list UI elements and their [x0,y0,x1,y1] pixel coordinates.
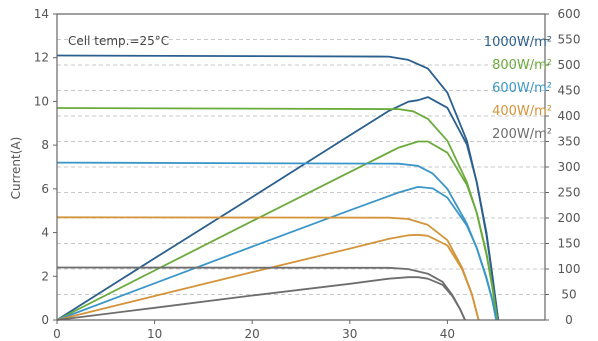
x-tick-label: 20 [245,327,260,341]
right-axis-ticks: 0 50 100 150 200 250 300 350 400 450 500 550 600 [545,7,580,327]
y2-tick-label: 400 [558,109,581,123]
legend-item-1000: 1000W/m² [484,35,552,50]
y2-tick-label: 250 [558,186,581,200]
y2-tick-label: 50 [561,288,576,302]
legend: 1000W/m² 800W/m² 600W/m² 400W/m² 200W/m² [484,35,552,142]
x-tick-label: 30 [342,327,357,341]
y-tick-label: 14 [34,7,49,21]
cell-temp-annotation: Cell temp.=25°C [68,34,169,48]
y2-tick-label: 500 [558,58,581,72]
pv-curve-200 [56,276,466,321]
y2-tick-label: 150 [558,237,581,251]
y2-tick-label: 100 [558,262,581,276]
legend-item-400: 400W/m² [492,104,552,119]
y-tick-label: 2 [41,269,49,283]
iv-curve-400 [56,216,480,321]
legend-item-200: 200W/m² [492,127,552,142]
iv-curve-800 [56,107,499,321]
y-tick-label: 10 [34,94,49,108]
x-tick-label: 0 [53,327,61,341]
left-axis-ticks: 0 2 4 6 8 10 12 14 [34,7,57,327]
y-tick-label: 12 [34,51,49,65]
iv-curve-600 [56,161,498,321]
y-tick-label: 4 [41,226,49,240]
y2-tick-label: 300 [558,160,581,174]
y-tick-label: 0 [41,313,49,327]
y2-tick-label: 350 [558,135,581,149]
y-tick-label: 8 [41,138,49,152]
y2-tick-label: 450 [558,84,581,98]
iv-curve-1000 [56,54,500,321]
iv-curve-200 [56,266,466,321]
x-axis-ticks: 0 10 20 30 40 [53,320,455,341]
y2-tick-label: 600 [558,7,581,21]
y2-tick-label: 550 [558,33,581,47]
y-axis-label: Current(A) [9,137,23,200]
y2-tick-label: 0 [565,313,573,327]
x-tick-label: 40 [440,327,455,341]
legend-item-800: 800W/m² [492,58,552,73]
pv-curve-600 [56,186,498,321]
x-tick-label: 10 [147,327,162,341]
legend-item-600: 600W/m² [492,81,552,96]
curves [56,54,500,321]
y-tick-label: 6 [41,182,49,196]
y2-tick-label: 200 [558,211,581,225]
